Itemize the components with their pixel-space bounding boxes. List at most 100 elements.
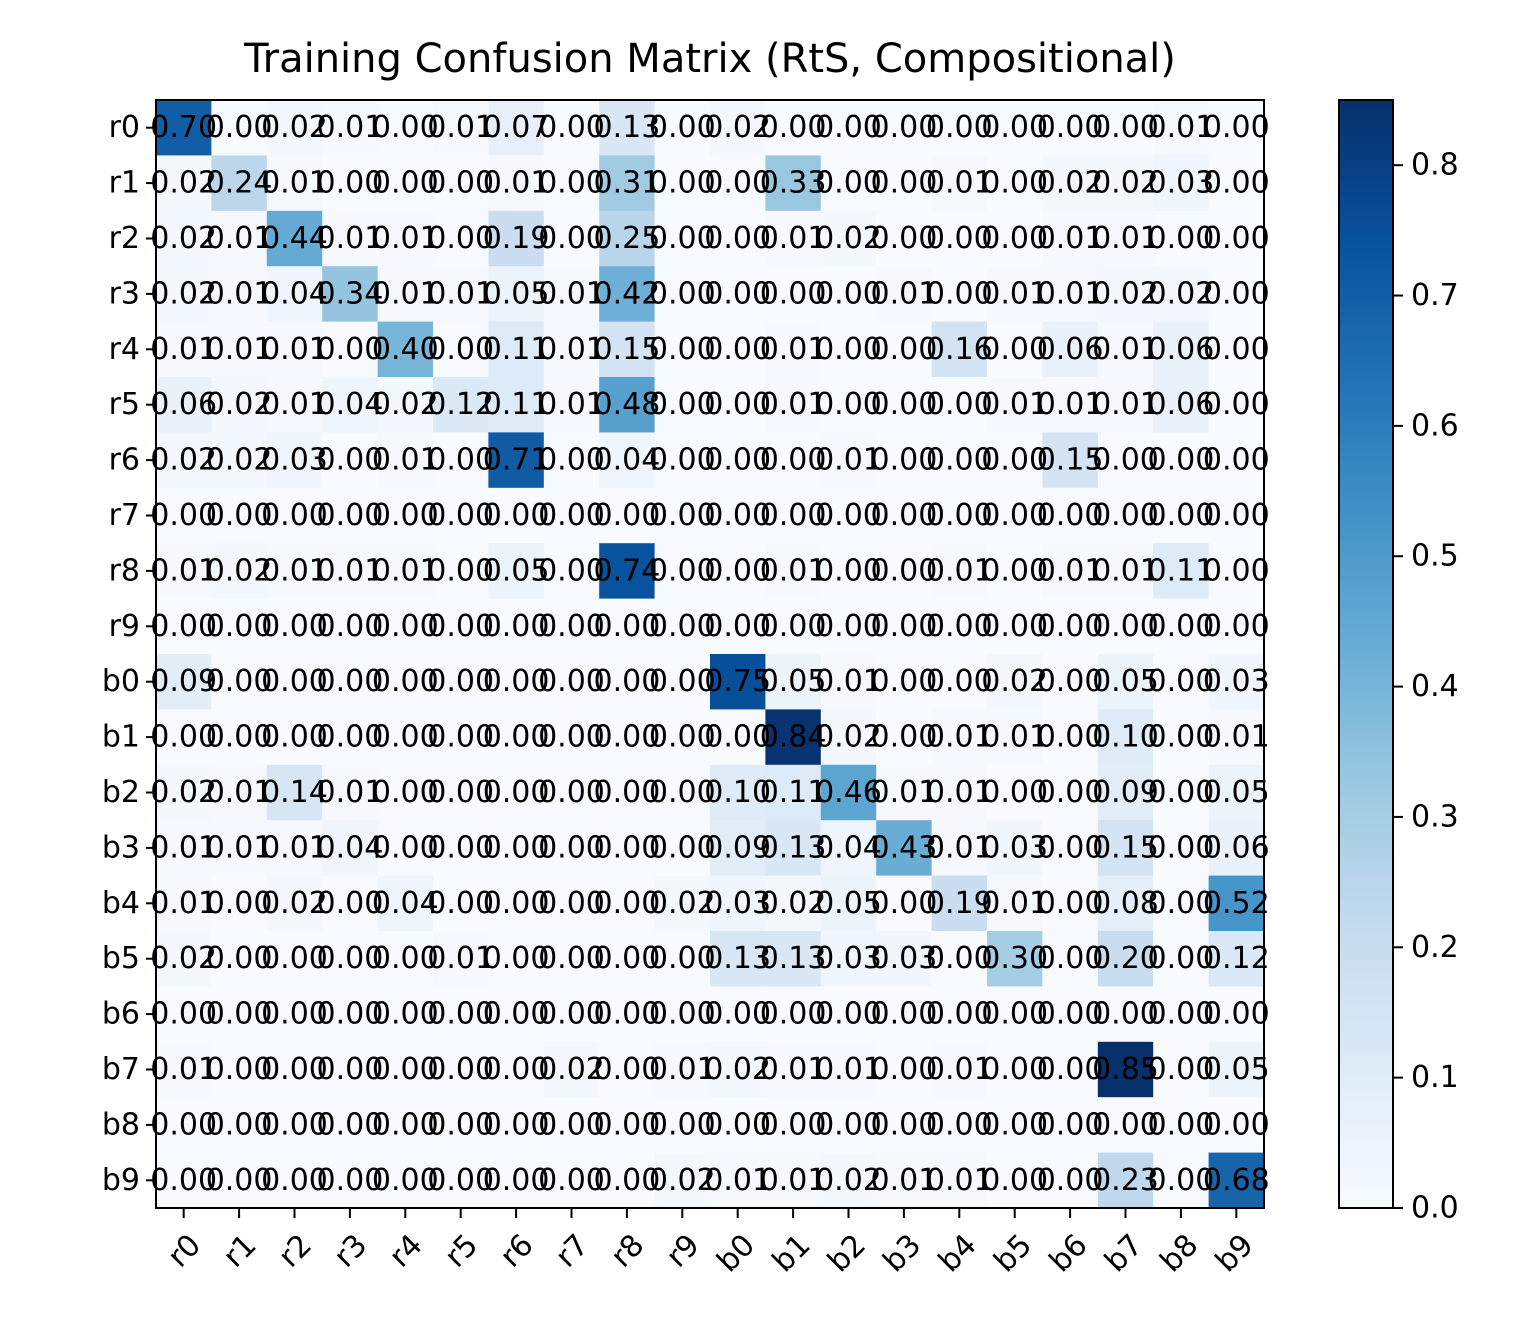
heatmap-cell-r3-b8 [1153, 266, 1210, 323]
heatmap-cell-r0-b4 [931, 100, 988, 156]
cell-value-label: 0.03 [1203, 664, 1270, 699]
cell-value-label: 0.00 [261, 1163, 328, 1198]
heatmap-cell-b0-b4 [931, 654, 988, 710]
cell-value-label: 0.00 [871, 609, 938, 644]
cell-value-label: 0.00 [1148, 664, 1215, 699]
heatmap-cell-r8-b4 [931, 543, 988, 600]
cell-value-label: 0.00 [317, 886, 384, 921]
heatmap-cell-r4-b1 [765, 321, 822, 378]
heatmap-cell-r9-r4 [377, 598, 434, 655]
heatmap-cell-r5-b2 [820, 377, 877, 433]
cell-value-label: 0.00 [317, 941, 384, 976]
heatmap-cell-r3-r9 [654, 266, 711, 323]
heatmap-cell-b3-r8 [599, 820, 656, 877]
cell-value-label: 0.52 [1203, 886, 1270, 921]
heatmap-cell-b2-b0 [710, 764, 766, 821]
y-tick-label: r4 [109, 332, 140, 367]
x-tick-label: r5 [438, 1228, 485, 1275]
heatmap-cell-r1-r0 [156, 155, 212, 212]
cell-value-label: 0.11 [483, 332, 550, 367]
cell-value-label: 0.13 [594, 110, 661, 145]
heatmap-cell-b5-b6 [1042, 931, 1099, 987]
heatmap-cell-r1-r2 [266, 155, 323, 212]
heatmap-cell-b3-b4 [931, 820, 988, 877]
heatmap-cell-r4-r3 [322, 321, 379, 378]
heatmap-cell-b3-r0 [156, 820, 212, 877]
cell-value-label: 0.09 [150, 664, 217, 699]
cell-value-label: 0.00 [704, 1107, 771, 1142]
cell-value-label: 0.11 [760, 775, 827, 810]
heatmap-cell-r9-r0 [156, 598, 212, 655]
cell-value-label: 0.00 [760, 498, 827, 533]
cell-value-label: 0.02 [1148, 276, 1215, 311]
cell-value-label: 0.34 [317, 276, 384, 311]
heatmap-cell-b8-r4 [377, 1097, 434, 1154]
cell-value-label: 0.00 [704, 609, 771, 644]
y-tick-label: b6 [102, 997, 140, 1032]
heatmap-cell-b2-b3 [876, 764, 933, 821]
cell-value-label: 0.00 [649, 221, 716, 256]
cell-value-label: 0.00 [1037, 997, 1104, 1032]
y-axis-ticks: r0 r1 r2 r3 r4 r5 r6 r7 r8 r9 b0 b1 b2 b3 b4 b5 b6 b7 b8 b9 [102, 110, 156, 1198]
cell-value-label: 0.01 [206, 775, 273, 810]
cell-value-label: 0.00 [1037, 941, 1104, 976]
cell-value-label: 0.00 [926, 498, 993, 533]
cell-value-label: 0.06 [1037, 332, 1104, 367]
cell-value-label: 0.00 [538, 110, 605, 145]
heatmap-cell-r8-b5 [987, 543, 1043, 600]
heatmap-cell-r9-r2 [266, 598, 323, 655]
cell-value-label: 0.00 [261, 720, 328, 755]
cell-value-label: 0.00 [483, 830, 550, 865]
cell-value-label: 0.00 [1203, 443, 1270, 478]
cell-value-label: 0.00 [538, 886, 605, 921]
heatmap-cell-b3-r9 [654, 820, 711, 877]
cell-value-label: 0.02 [815, 720, 882, 755]
heatmap-cell-r5-b3 [876, 377, 933, 433]
heatmap-cell-r8-r9 [654, 543, 711, 600]
cell-value-label: 0.00 [427, 609, 494, 644]
heatmap-cell-b3-b8 [1153, 820, 1210, 877]
cell-value-label: 0.00 [981, 221, 1048, 256]
heatmap-cell-b2-r3 [322, 764, 379, 821]
cell-value-label: 0.00 [538, 221, 605, 256]
cell-value-label: 0.00 [760, 443, 827, 478]
heatmap-cell-r8-r8 [599, 543, 656, 600]
heatmap-cell-b6-b9 [1208, 986, 1265, 1043]
cell-value-label: 0.00 [594, 886, 661, 921]
cell-value-label: 0.01 [150, 830, 217, 865]
heatmap-cell-b8-r0 [156, 1097, 212, 1154]
heatmap-cell-b0-b2 [820, 654, 877, 710]
heatmap-cell-r8-r2 [266, 543, 323, 600]
heatmap-cell-r4-b6 [1042, 321, 1099, 378]
heatmap-cell-b7-r5 [433, 1041, 489, 1098]
heatmap-cell-r3-r1 [211, 266, 268, 323]
cell-value-label: 0.10 [704, 775, 771, 810]
cell-value-label: 0.00 [981, 166, 1048, 201]
heatmap-cell-r8-b0 [710, 543, 766, 600]
heatmap-cell-b4-b5 [987, 875, 1043, 932]
cell-value-label: 0.00 [150, 498, 217, 533]
heatmap-cell-r6-b9 [1208, 432, 1265, 489]
cell-value-label: 0.00 [427, 498, 494, 533]
cell-value-label: 0.01 [815, 664, 882, 699]
cell-value-label: 0.00 [372, 1163, 439, 1198]
cell-value-label: 0.06 [1148, 387, 1215, 422]
heatmap-cell-r4-b8 [1153, 321, 1210, 378]
cell-value-label: 0.00 [1037, 830, 1104, 865]
heatmap-cell-b9-r5 [433, 1152, 489, 1209]
y-tick-label: b3 [102, 830, 140, 865]
heatmap-cell-r0-r6 [488, 100, 545, 156]
heatmap-cell-r4-b0 [710, 321, 766, 378]
cell-value-label: 0.00 [871, 1107, 938, 1142]
cell-value-label: 0.08 [1092, 886, 1159, 921]
cell-value-label: 0.00 [372, 664, 439, 699]
x-tick-label: b1 [766, 1228, 818, 1280]
heatmap-cell-r5-r0 [156, 377, 212, 433]
heatmap-cell-b3-b0 [710, 820, 766, 877]
cell-value-label: 0.31 [594, 166, 661, 201]
cell-value-label: 0.00 [206, 110, 273, 145]
cell-value-label: 0.01 [538, 332, 605, 367]
heatmap-cell-r1-r1 [211, 155, 268, 212]
cell-value-label: 0.00 [815, 498, 882, 533]
heatmap-cell-r9-b3 [876, 598, 933, 655]
